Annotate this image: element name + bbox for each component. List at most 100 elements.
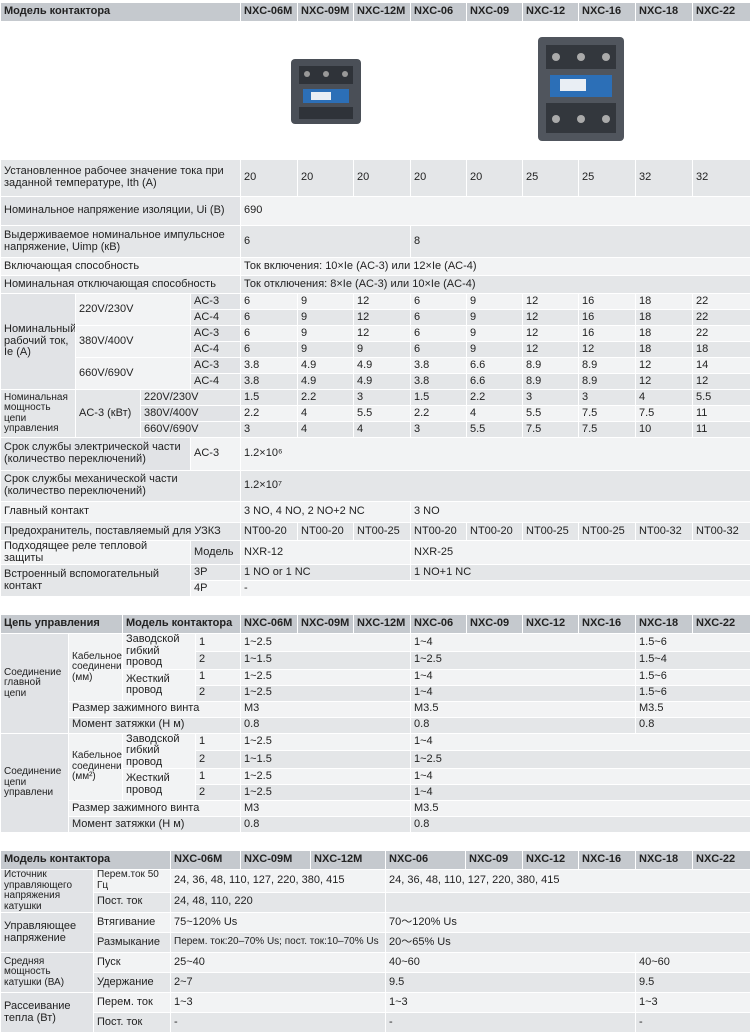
cell: 12: [523, 294, 579, 310]
cell: [386, 892, 750, 912]
cell: 22: [693, 326, 750, 342]
row: Срок службы электрической части (количес…: [1, 438, 750, 471]
cell: NT00-32: [636, 523, 693, 541]
cell: 9: [467, 342, 523, 358]
cell: 1~2.5: [241, 769, 411, 785]
row: Номинальное напряжение изоляции, Ui (B)6…: [1, 197, 750, 226]
cell: 16: [579, 294, 636, 310]
cell: 220V/230V: [141, 390, 241, 406]
cell: -: [241, 581, 750, 597]
cell: 12: [354, 294, 411, 310]
header-cell: NXC-09: [466, 851, 523, 870]
cell: 0.8: [411, 817, 750, 833]
cell: NXR-25: [411, 541, 750, 565]
cell: Срок службы электрической части (количес…: [1, 438, 191, 471]
header-cell: NXC-22: [693, 851, 750, 870]
cell: Номинальная отключающая способность: [1, 276, 241, 294]
cell: 1~4: [411, 769, 750, 785]
cell: 0.8: [241, 817, 411, 833]
cell: 0.8: [411, 717, 636, 733]
cell: M3: [241, 701, 411, 717]
cell: 4.9: [354, 374, 411, 390]
cell: 70～120% Us: [386, 913, 750, 933]
cell: 7.5: [579, 406, 636, 422]
cell: Предохранитель, поставляемый для УЗКЗ: [1, 523, 241, 541]
cell: 1.5~4: [636, 651, 750, 669]
cell: 24, 36, 48, 110, 127, 220, 380, 415: [171, 870, 386, 893]
cell: 1 NO+1 NC: [411, 565, 750, 581]
cell: Установленное рабочее значение тока при …: [1, 160, 241, 197]
cell: 690: [241, 197, 750, 226]
cell: 9: [298, 342, 354, 358]
cell: 10: [636, 422, 693, 438]
cell: 1~2.5: [411, 651, 636, 669]
cell: Выдерживаемое номинальное импульсное нап…: [1, 226, 241, 258]
header-cell: NXC-22: [693, 615, 750, 634]
cell: 1.5~6: [636, 669, 750, 685]
cell: 32: [636, 160, 693, 197]
cell: 6: [411, 294, 467, 310]
cell: Кабельное соединение (мм): [69, 634, 123, 702]
cell: 1~4: [411, 685, 636, 701]
cell: 4: [354, 422, 411, 438]
cell: 1~2.5: [241, 733, 411, 751]
cell: Размыкание: [94, 933, 171, 953]
cell: 16: [579, 326, 636, 342]
cell: -: [386, 1013, 636, 1033]
cell: 1~3: [636, 993, 750, 1013]
cell: 22: [693, 294, 750, 310]
cell: 16: [579, 310, 636, 326]
cell: 9: [467, 294, 523, 310]
cell: NT00-25: [523, 523, 579, 541]
cell: AC-3: [191, 358, 241, 374]
cell: 1~4: [411, 669, 636, 685]
cell: 40~60: [636, 953, 750, 973]
cell: 8.9: [523, 374, 579, 390]
cell: Жесткий провод: [123, 669, 196, 701]
cell: 6.6: [467, 374, 523, 390]
cell: 2.2: [241, 406, 298, 422]
cell: 3: [411, 422, 467, 438]
cell: -: [171, 1013, 386, 1033]
cell: 18: [636, 294, 693, 310]
cell: Удержание: [94, 973, 171, 993]
cell: 1~2.5: [411, 751, 750, 769]
cell: 4: [298, 422, 354, 438]
cell: 75~120% Us: [171, 913, 386, 933]
cell: 3 NO: [411, 502, 750, 523]
cell: NT00-20: [241, 523, 298, 541]
cell: 1.5~6: [636, 634, 750, 652]
cell: Заводской гибкий провод: [123, 733, 196, 769]
cell: 4.9: [354, 358, 411, 374]
cell: 18: [636, 310, 693, 326]
cell: [241, 22, 411, 160]
cell: Пост. ток: [94, 892, 171, 912]
cell: 24, 36, 48, 110, 127, 220, 380, 415: [386, 870, 750, 893]
header-cell: Модель контактора: [1, 3, 241, 22]
cell: 12: [636, 374, 693, 390]
cell: 20: [241, 160, 298, 197]
row: [1, 22, 750, 160]
cell: 1~3: [386, 993, 636, 1013]
cell: 11: [693, 406, 750, 422]
cell: Размер зажимного винта: [69, 801, 241, 817]
cell: 660V/690V: [76, 358, 191, 390]
cell: 6: [411, 310, 467, 326]
cell: 3: [354, 390, 411, 406]
cell: M3.5: [411, 701, 636, 717]
cell: 1: [196, 733, 241, 751]
cell: M3.5: [636, 701, 750, 717]
cell: 2: [196, 651, 241, 669]
header-cell: NXC-12M: [354, 3, 411, 22]
